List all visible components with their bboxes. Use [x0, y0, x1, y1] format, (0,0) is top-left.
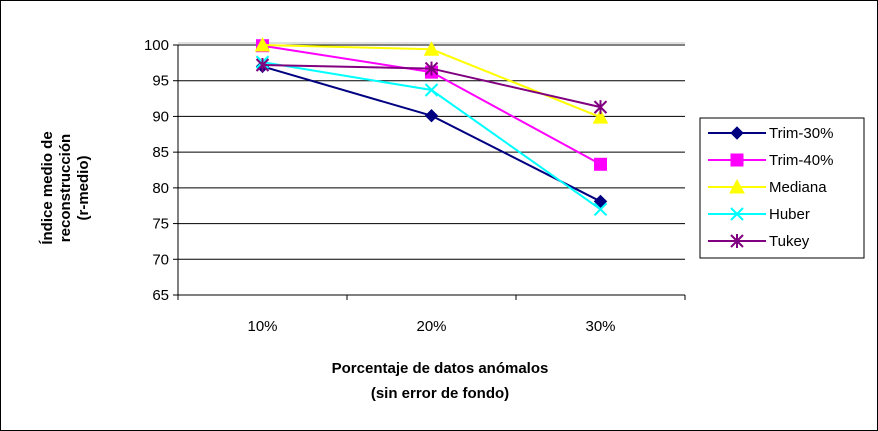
triangle-marker: [729, 178, 745, 194]
data-point: [593, 202, 608, 216]
legend: Trim-30% Trim-40% Mediana Huber Tukey: [699, 117, 865, 259]
legend-marker: [730, 126, 744, 140]
y-tick-label: 100: [144, 37, 169, 54]
y-tick-label: 85: [152, 144, 169, 161]
legend-item: Trim-30%: [708, 125, 833, 142]
axes: [173, 44, 686, 300]
triangle-marker: [423, 41, 440, 56]
legend-item: Tukey: [708, 233, 810, 250]
y-tick-labels: 100 95 90 85 80 75 70 65: [144, 37, 169, 304]
legend-item: Huber: [708, 206, 810, 223]
x-axis-title: Porcentaje de datos anómalos (sin error d…: [332, 360, 549, 402]
triangle-marker: [254, 36, 271, 52]
y-tick-label: 80: [152, 180, 169, 197]
x-marker-stroke: [730, 207, 744, 221]
x-tick-label: 30%: [585, 318, 615, 335]
series-tukey: [255, 58, 608, 115]
x-tick-labels: 10% 20% 30%: [247, 318, 615, 335]
legend-label: Trim-30%: [769, 125, 833, 142]
data-point: [424, 109, 439, 123]
y-tick-label: 75: [152, 216, 169, 233]
legend-label: Huber: [769, 206, 810, 223]
legend-marker: [730, 153, 744, 167]
x-axis-title-line: (sin error de fondo): [371, 385, 509, 402]
y-tick-label: 65: [152, 287, 169, 304]
series-group: [254, 36, 609, 216]
x-marker-stroke: [424, 83, 439, 97]
diamond-marker: [424, 109, 439, 123]
data-point: [593, 100, 608, 115]
x-marker-stroke: [593, 202, 608, 216]
x-tick-label: 20%: [416, 318, 446, 335]
y-tick-label: 70: [152, 251, 169, 268]
y-axis-title-line: (r-medio): [75, 156, 92, 221]
square-marker: [730, 153, 744, 167]
y-axis-title-text: Índice medio de reconstrucción (r-medio): [39, 131, 92, 244]
data-point: [255, 58, 270, 72]
legend-label: Mediana: [769, 179, 827, 196]
data-point: [423, 41, 440, 56]
legend-marker: [730, 234, 744, 248]
y-tick-label: 95: [152, 73, 169, 90]
square-marker: [594, 157, 607, 171]
series-trim-30-: [255, 59, 608, 209]
series-trim-40-: [256, 39, 607, 171]
diamond-marker: [730, 126, 744, 140]
legend-label: Trim-40%: [769, 152, 833, 169]
data-point: [424, 61, 439, 76]
legend-marker: [730, 207, 744, 221]
data-point: [594, 157, 607, 171]
x-axis-title-line: Porcentaje de datos anómalos: [332, 360, 549, 377]
y-axis-title-line: Índice medio de: [39, 131, 56, 244]
data-point: [592, 109, 609, 124]
data-point: [593, 194, 608, 209]
series-line: [262, 65, 601, 203]
data-point: [254, 36, 271, 52]
legend-item: Mediana: [708, 178, 827, 196]
triangle-marker: [592, 109, 609, 124]
y-axis-title-line: reconstrucción: [57, 134, 74, 242]
data-point: [424, 83, 439, 97]
y-tick-label: 90: [152, 108, 169, 125]
legend-marker: [729, 178, 745, 194]
legend-item: Trim-40%: [708, 152, 833, 169]
y-axis-title: Índice medio de reconstrucción (r-medio): [39, 131, 92, 244]
legend-label: Tukey: [769, 233, 810, 250]
diamond-marker: [593, 194, 608, 209]
x-tick-label: 10%: [247, 318, 277, 335]
